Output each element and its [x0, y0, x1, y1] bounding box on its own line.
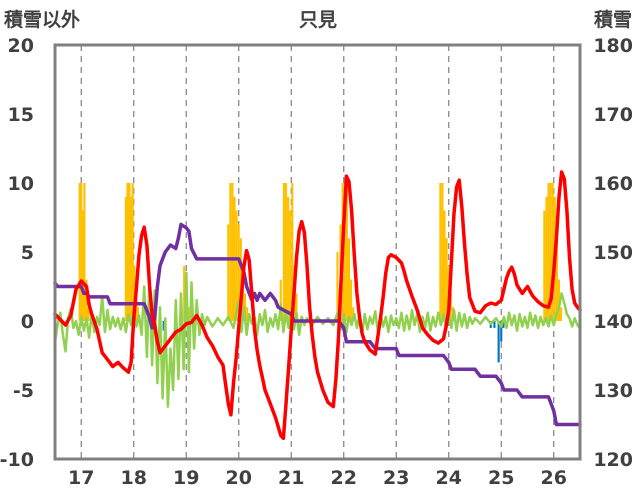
- snowfall-bar: [87, 307, 90, 321]
- y-right-tick-label: 170: [593, 104, 633, 126]
- y-left-tick-label: 0: [21, 311, 34, 333]
- snowfall-bar: [282, 183, 285, 321]
- snowfall-bar: [545, 196, 548, 321]
- y-left-tick-label: 5: [21, 242, 34, 264]
- x-tick-label: 25: [488, 467, 514, 489]
- plot-frame: [53, 43, 582, 461]
- snowfall-bar: [441, 183, 444, 321]
- snowfall-bar: [287, 196, 290, 321]
- snowfall-bar: [239, 238, 242, 321]
- snowfall-bar: [449, 293, 452, 321]
- y-left-label: 積雪以外: [4, 8, 80, 31]
- x-tick-label: 18: [121, 467, 147, 489]
- snowfall-bar: [81, 210, 84, 321]
- x-tick-label: 17: [68, 467, 94, 489]
- snowfall-bar: [555, 224, 558, 321]
- x-tick-label: 20: [226, 467, 252, 489]
- precip-bar: [500, 321, 503, 342]
- precip-bar: [493, 321, 496, 328]
- snowfall-bar: [124, 196, 127, 321]
- snowfall-bar: [336, 252, 339, 321]
- x-tick-label: 19: [173, 467, 199, 489]
- y-right-tick-label: 140: [593, 311, 633, 333]
- x-tick-label: 23: [383, 467, 409, 489]
- temperature-line: [53, 170, 582, 441]
- snowfall-bar: [291, 183, 294, 321]
- snowfall-bar: [547, 183, 550, 321]
- chart-title: 只見: [299, 9, 337, 31]
- precip-bar: [502, 321, 505, 328]
- snowfall-bar: [350, 279, 353, 321]
- snowfall-bar: [549, 183, 552, 321]
- snowfall-bar: [235, 210, 238, 321]
- y-left-tick-label: -5: [13, 380, 34, 402]
- y-right-tick-label: 150: [593, 242, 633, 264]
- snowfall-bar: [284, 183, 288, 321]
- snowfall-bar: [83, 183, 86, 321]
- snowfall-bar: [439, 183, 442, 321]
- snowfall-bar: [130, 196, 133, 321]
- y-right-tick-label: 160: [593, 173, 633, 195]
- snowfall-bar: [345, 183, 348, 321]
- snowfall-bar: [126, 183, 129, 321]
- snowfall-bar: [246, 307, 249, 321]
- precip-bar: [497, 321, 500, 363]
- snowfall-bar: [551, 183, 554, 321]
- x-tick-label: 22: [331, 467, 357, 489]
- snowfall-bar: [289, 210, 292, 321]
- snowfall-bar: [560, 307, 563, 321]
- x-tick-label: 21: [278, 467, 304, 489]
- y-left-tick-label: 20: [8, 35, 34, 57]
- snowfall-bar: [80, 183, 83, 321]
- x-tick-label: 24: [436, 467, 462, 489]
- snowfall-bar: [128, 183, 131, 321]
- snowfall-bar: [343, 183, 346, 321]
- grid-layer: [80, 45, 555, 459]
- tick-layer: 17 18 19 20 21 22 23 24 25 26 20 15 10 5 0 -5 -10 180 170 1…: [0, 35, 633, 489]
- snowfall-bar: [347, 238, 351, 321]
- snowfall-bar: [445, 238, 448, 321]
- y-right-tick-label: 180: [593, 35, 633, 57]
- snowfall-bar: [85, 279, 88, 321]
- snowfall-bar: [183, 265, 186, 321]
- snowfall-bar: [227, 224, 230, 321]
- snowfall-bar: [231, 183, 234, 321]
- snowfall-bar: [131, 183, 134, 321]
- snowfall-bar: [136, 307, 139, 321]
- x-tick-label: 26: [541, 467, 567, 489]
- y-right-label: 積雪: [594, 8, 632, 31]
- y-left-tick-label: 10: [8, 173, 34, 195]
- snowfall-bar: [543, 210, 546, 321]
- snowfall-bar: [229, 183, 232, 321]
- snowfall-bar: [557, 279, 561, 321]
- snowfall-bar: [279, 279, 282, 321]
- snowfall-bar: [443, 210, 446, 321]
- snowfall-bar: [295, 293, 298, 321]
- snowfall-bar: [237, 224, 240, 321]
- series-layer: [53, 170, 582, 441]
- snowfall-bar: [78, 183, 81, 321]
- y-right-tick-label: 130: [593, 380, 633, 402]
- precip-bar: [162, 321, 165, 331]
- y-left-tick-label: -10: [0, 449, 34, 471]
- y-left-tick-label: 15: [8, 104, 34, 126]
- y-right-tick-label: 120: [593, 449, 633, 471]
